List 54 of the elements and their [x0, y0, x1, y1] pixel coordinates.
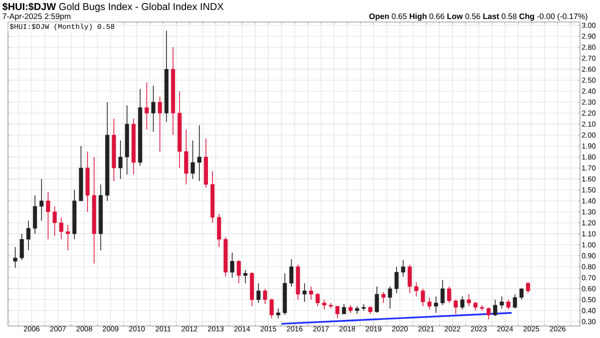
- candlestick: [13, 246, 18, 268]
- candlestick: [342, 304, 346, 314]
- candlestick: [276, 308, 280, 319]
- candlestick: [217, 214, 222, 248]
- candlestick: [394, 266, 399, 294]
- candlestick: [32, 195, 38, 234]
- candlestick: [427, 297, 432, 310]
- candlestick: [420, 288, 425, 307]
- candlestick: [486, 306, 491, 320]
- chart-title: $HUI:$DJW Gold Bugs Index - Global Index INDX: [2, 2, 224, 12]
- candlestick: [66, 224, 70, 251]
- candlestick: [335, 306, 340, 319]
- candlestick: [493, 299, 498, 317]
- candlestick: [158, 96, 162, 152]
- candlestick: [454, 299, 458, 314]
- candlestick: [52, 206, 57, 236]
- candlestick: [500, 296, 504, 309]
- candlestick: [519, 288, 524, 300]
- candlestick: [118, 140, 122, 180]
- candlestick: [270, 298, 274, 319]
- candlestick: [512, 294, 517, 309]
- candlestick: [197, 124, 202, 182]
- candlestick: [256, 282, 261, 304]
- candlestick: [381, 292, 386, 304]
- candlestick: [289, 258, 294, 287]
- candlestick: [414, 282, 418, 297]
- candlestick: [20, 233, 24, 261]
- candlestick: [263, 288, 268, 304]
- candlestick: [466, 294, 471, 307]
- candlestick: [316, 292, 320, 307]
- candlestick: [59, 216, 64, 240]
- candlestick: [144, 82, 149, 130]
- candlestick: [506, 299, 510, 310]
- candlestick: [388, 286, 392, 309]
- candlestick: [440, 280, 445, 306]
- candlestick: [230, 252, 234, 278]
- candlestick: [374, 286, 379, 314]
- candlestick: [447, 286, 452, 304]
- candlestick: [322, 299, 326, 310]
- candlestick: [401, 260, 406, 278]
- candlestick: [434, 296, 438, 314]
- candlestick: [408, 264, 412, 294]
- candlestick: [526, 282, 530, 294]
- candlestick: [302, 282, 307, 302]
- candlestick: [460, 296, 464, 310]
- candlestick: [151, 85, 156, 132]
- candlestick: [243, 270, 248, 284]
- candlestick: [309, 286, 314, 300]
- candlestick: [40, 178, 44, 222]
- candlestick: [26, 220, 30, 251]
- candlestick: [190, 140, 195, 180]
- candlestick: [236, 260, 241, 284]
- candlestick: [184, 129, 188, 185]
- candlestick: [46, 192, 50, 240]
